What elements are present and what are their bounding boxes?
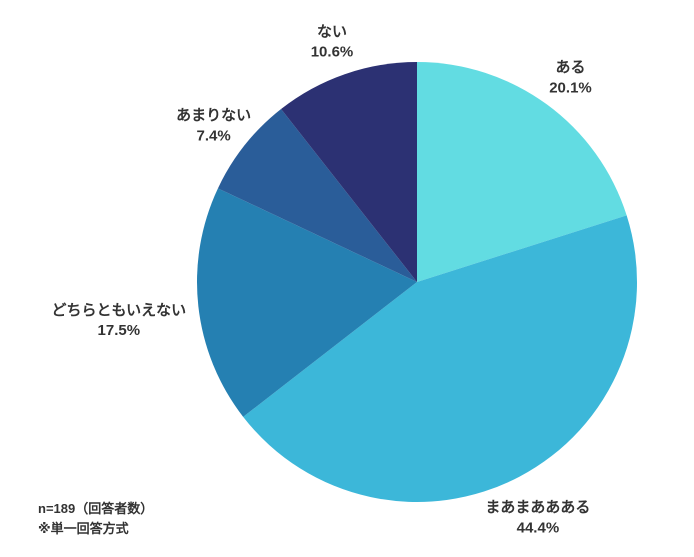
chart-notes: n=189（回答者数） ※単一回答方式: [38, 499, 153, 539]
slice-label-1: ある 20.1%: [549, 59, 592, 96]
pie-slice-3: [197, 188, 417, 417]
slice-label-4: あまりない 7.4%: [176, 107, 251, 144]
pie-slice-2: [243, 215, 638, 503]
method-note: ※単一回答方式: [38, 520, 129, 536]
sample-size-note: n=189（回答者数）: [38, 500, 154, 516]
pie-slice-4: [217, 109, 417, 283]
slice-label-2: まあまああある 44.4%: [485, 499, 590, 536]
slice-label-5: ない 10.6%: [311, 23, 354, 60]
pie-slice-1: [417, 62, 627, 282]
slice-label-3: どちらともいえない 17.5%: [51, 302, 186, 339]
pie-slice-5: [281, 62, 417, 282]
